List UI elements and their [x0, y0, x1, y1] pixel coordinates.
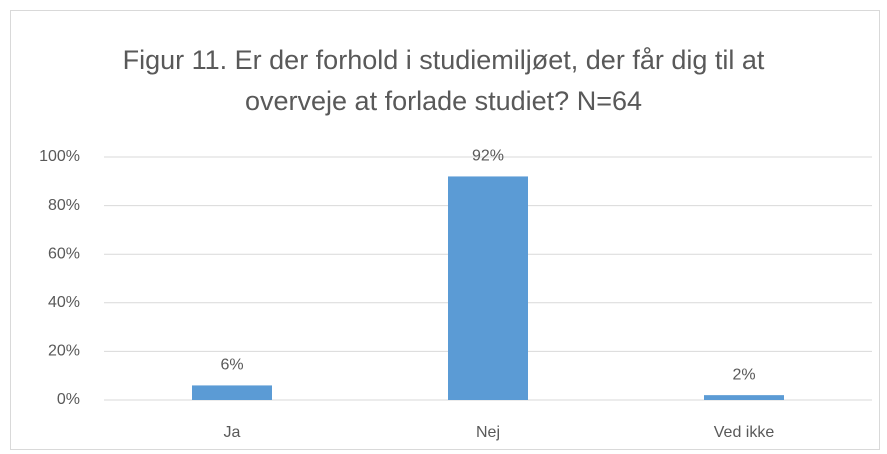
bar	[448, 176, 528, 400]
x-tick-label: Ja	[224, 424, 241, 441]
data-label: 92%	[472, 148, 504, 165]
bar	[704, 395, 784, 400]
y-tick-label: 100%	[39, 148, 80, 165]
y-tick-label: 40%	[48, 294, 80, 311]
y-tick-label: 60%	[48, 245, 80, 262]
y-tick-label: 80%	[48, 197, 80, 214]
data-label: 2%	[732, 366, 755, 383]
y-tick-label: 20%	[48, 343, 80, 360]
x-tick-label: Ved ikke	[714, 424, 775, 441]
bar	[192, 385, 272, 400]
chart-border	[10, 10, 880, 450]
data-label: 6%	[220, 357, 243, 374]
y-tick-label: 0%	[57, 391, 80, 408]
x-tick-label: Nej	[476, 424, 500, 441]
